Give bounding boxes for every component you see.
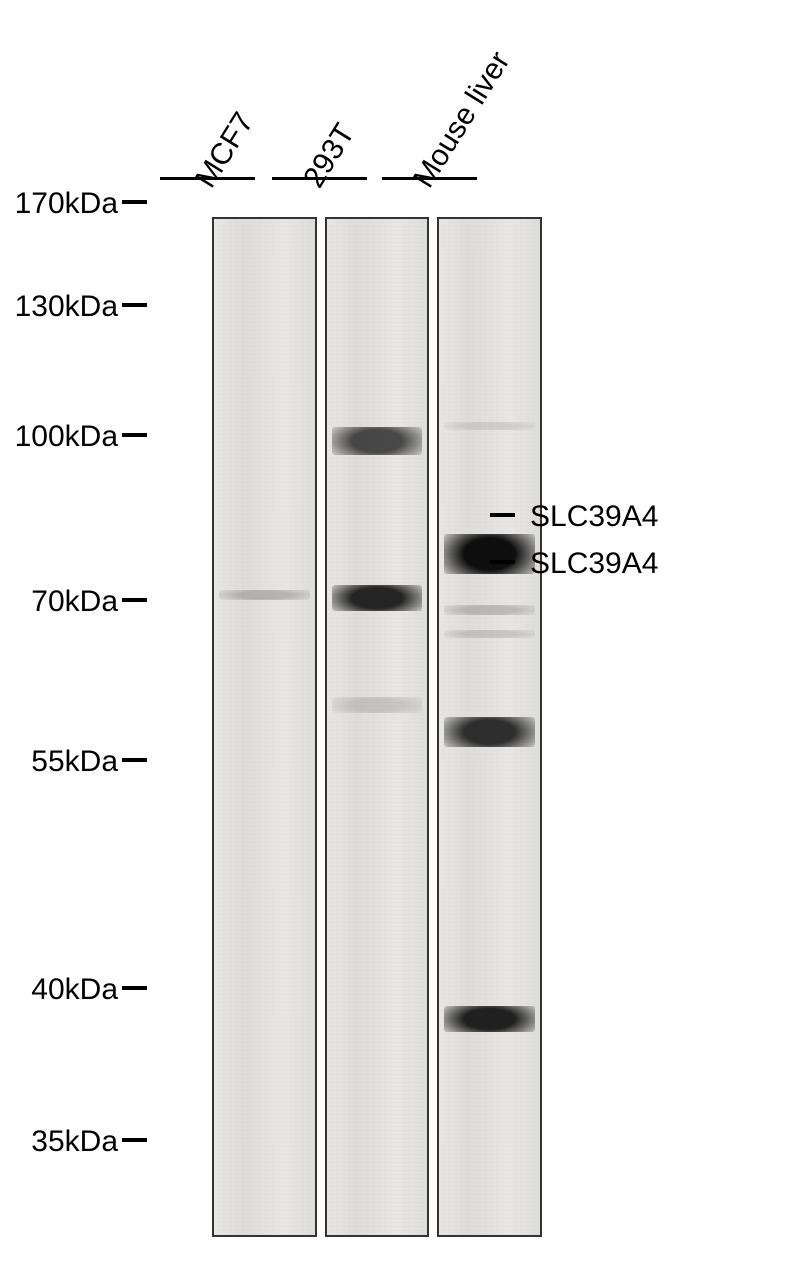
band-2-1 bbox=[444, 534, 535, 574]
lane-mcf7 bbox=[212, 217, 317, 1237]
band-2-3 bbox=[444, 630, 535, 638]
mw-tick-5 bbox=[122, 986, 147, 990]
lane-noise bbox=[327, 219, 428, 1235]
band-2-5 bbox=[444, 1006, 535, 1032]
mw-label-4: 55kDa bbox=[0, 745, 118, 779]
mw-label-1: 130kDa bbox=[0, 290, 118, 324]
lane-noise bbox=[214, 219, 315, 1235]
target-tick-1 bbox=[490, 560, 515, 564]
mw-tick-1 bbox=[122, 303, 147, 307]
mw-tick-0 bbox=[122, 200, 147, 204]
target-tick-0 bbox=[490, 513, 515, 517]
band-1-1 bbox=[332, 585, 423, 611]
mw-label-2: 100kDa bbox=[0, 420, 118, 454]
lanes-area bbox=[212, 217, 542, 1237]
band-1-2 bbox=[332, 697, 423, 713]
band-2-0 bbox=[444, 422, 535, 430]
band-0-0 bbox=[219, 590, 310, 600]
mw-label-3: 70kDa bbox=[0, 585, 118, 619]
band-1-0 bbox=[332, 427, 423, 455]
mw-tick-3 bbox=[122, 598, 147, 602]
lane-293t bbox=[325, 217, 430, 1237]
mw-tick-4 bbox=[122, 758, 147, 762]
western-blot-figure bbox=[60, 30, 730, 1250]
band-2-4 bbox=[444, 717, 535, 747]
mw-tick-6 bbox=[122, 1138, 147, 1142]
mw-label-6: 35kDa bbox=[0, 1125, 118, 1159]
mw-label-5: 40kDa bbox=[0, 973, 118, 1007]
lane-mouse-liver bbox=[437, 217, 542, 1237]
lane-underline-0 bbox=[160, 177, 255, 180]
target-label-1: SLC39A4 bbox=[530, 547, 658, 581]
lane-underline-1 bbox=[272, 177, 367, 180]
mw-tick-2 bbox=[122, 433, 147, 437]
mw-label-0: 170kDa bbox=[0, 187, 118, 221]
band-2-2 bbox=[444, 605, 535, 615]
target-label-0: SLC39A4 bbox=[530, 500, 658, 534]
lane-underline-2 bbox=[382, 177, 477, 180]
